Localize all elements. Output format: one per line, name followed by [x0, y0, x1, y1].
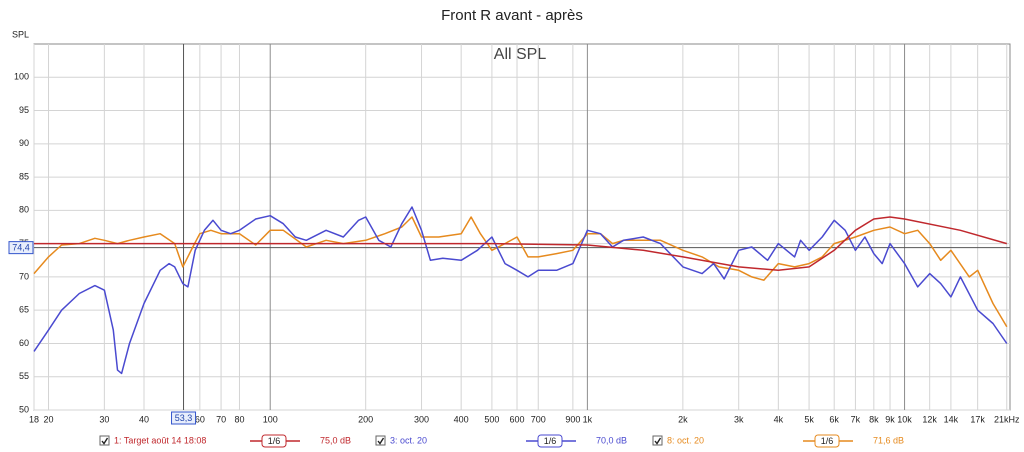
- cursor-y-label: 74,4: [12, 243, 30, 253]
- y-tick-label: 65: [19, 305, 29, 315]
- legend-smoothing: 1/6: [821, 436, 834, 446]
- chart-title: Front R avant - après: [441, 7, 583, 24]
- x-tick-label: 500: [484, 414, 499, 424]
- x-tick-label: 600: [510, 414, 525, 424]
- legend-smoothing-box[interactable]: [537, 434, 563, 448]
- y-tick-label: 85: [19, 171, 29, 181]
- x-tick-label: 21kHz: [994, 414, 1020, 424]
- series-line: [33, 206, 1008, 375]
- x-tick-label: 12k: [922, 414, 937, 424]
- x-tick-label: 9k: [885, 414, 895, 424]
- plot-area: [33, 43, 1011, 411]
- x-tick-label: 700: [531, 414, 546, 424]
- legend-check: [101, 437, 109, 445]
- x-tick-label: 100: [263, 414, 278, 424]
- series-line: [33, 216, 1008, 328]
- x-tick-label: 70: [216, 414, 226, 424]
- y-tick-label: 55: [19, 371, 29, 381]
- legend-offset: 71,6 dB: [873, 435, 904, 445]
- x-tick-label: 900: [565, 414, 580, 424]
- chart-subtitle: All SPL: [494, 46, 547, 63]
- x-tick-label: 20: [44, 414, 54, 424]
- x-tick-label: 1k: [583, 414, 593, 424]
- x-tick-label: 60: [195, 414, 205, 424]
- y-tick-label: 70: [19, 271, 29, 281]
- x-tick-label: 18: [29, 414, 39, 424]
- y-tick-label: 90: [19, 138, 29, 148]
- series-line: [34, 216, 1008, 272]
- legend-checkbox[interactable]: [99, 435, 110, 446]
- cursor-x-label: 53,3: [175, 413, 193, 423]
- legend-offset: 75,0 dB: [320, 435, 351, 445]
- x-tick-label: 6k: [829, 414, 839, 424]
- x-tick-label: 80: [234, 414, 244, 424]
- x-tick-label: 200: [358, 414, 373, 424]
- x-tick-label: 300: [414, 414, 429, 424]
- x-tick-label: 400: [454, 414, 469, 424]
- x-tick-label: 40: [139, 414, 149, 424]
- y-tick-label: 50: [19, 404, 29, 414]
- x-tick-label: 8k: [869, 414, 879, 424]
- legend-check: [654, 437, 662, 445]
- legend-checkbox[interactable]: [652, 435, 663, 446]
- legend-offset: 70,0 dB: [596, 435, 627, 445]
- y-tick-label: 100: [14, 72, 29, 82]
- x-tick-label: 17k: [970, 414, 985, 424]
- legend-smoothing: 1/6: [268, 436, 281, 446]
- x-tick-label: 3k: [734, 414, 744, 424]
- x-tick-label: 7k: [851, 414, 861, 424]
- cursor-label-box: [8, 241, 34, 255]
- x-tick-label: 5k: [804, 414, 814, 424]
- cursor-label-box: [171, 411, 197, 425]
- y-axis-label: SPL: [12, 29, 29, 39]
- x-tick-label: 10k: [897, 414, 912, 424]
- legend-smoothing: 1/6: [544, 436, 557, 446]
- y-tick-label: 95: [19, 105, 29, 115]
- legend-smoothing-box[interactable]: [814, 434, 840, 448]
- legend-label: 8: oct. 20: [667, 435, 704, 445]
- legend-check: [377, 437, 385, 445]
- x-tick-label: 30: [99, 414, 109, 424]
- legend-smoothing-box[interactable]: [261, 434, 287, 448]
- x-tick-label: 4k: [774, 414, 784, 424]
- x-tick-label: 2k: [678, 414, 688, 424]
- y-tick-label: 80: [19, 205, 29, 215]
- y-tick-label: 60: [19, 338, 29, 348]
- x-tick-label: 14k: [944, 414, 959, 424]
- legend-label: 3: oct. 20: [390, 435, 427, 445]
- legend-checkbox[interactable]: [375, 435, 386, 446]
- legend-label: 1: Target août 14 18:08: [114, 435, 206, 445]
